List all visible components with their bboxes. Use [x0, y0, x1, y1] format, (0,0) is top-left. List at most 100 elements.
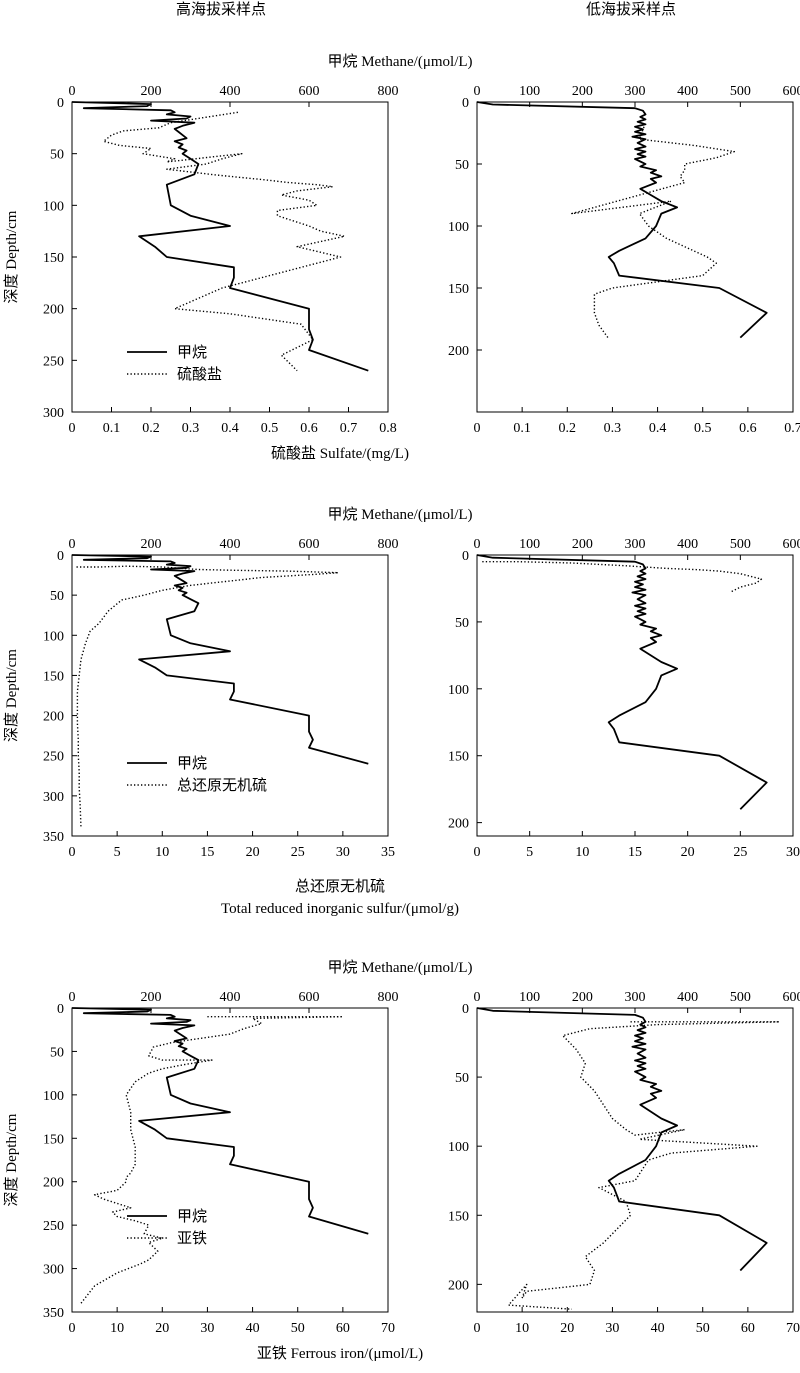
p6-bottom-tick-label: 20	[560, 1321, 574, 1336]
p1-bottom-tick-label: 0.2	[142, 421, 160, 436]
p4-bottom-tick-label: 15	[628, 845, 642, 860]
p2-series-secondary-line	[571, 126, 735, 339]
p2-bottom-tick-label: 0.1	[513, 421, 531, 436]
p1-legend-label-2: 硫酸盐	[177, 365, 222, 383]
p5-bottom-tick-label: 30	[200, 1321, 214, 1336]
p1-bottom-tick-label: 0.4	[221, 421, 239, 436]
p5-top-tick-label: 200	[141, 990, 162, 1005]
p5-top-tick-label: 600	[299, 990, 320, 1005]
p6-top-tick-label: 0	[474, 990, 481, 1005]
p5-y-tick-label: 300	[43, 1263, 64, 1278]
p6-top-tick-label: 100	[519, 990, 540, 1005]
p5-bottom-tick-label: 40	[246, 1321, 260, 1336]
p1-y-tick-label: 50	[50, 148, 64, 163]
p5-y-tick-label: 350	[43, 1306, 64, 1321]
p1-y-axis-title: 深度 Depth/cm	[3, 210, 20, 303]
p1-bottom-axis-title: 硫酸盐 Sulfate/(mg/L)	[271, 445, 409, 462]
p6-top-tick-label: 300	[625, 990, 646, 1005]
p3-bottom-axis-title: 总还原无机硫	[295, 878, 385, 895]
p6-frame	[476, 1007, 794, 1313]
p3-bottom-tick-label: 35	[381, 845, 395, 860]
p3-bottom-tick-label: 25	[291, 845, 305, 860]
p6-bottom-tick-label: 40	[651, 1321, 665, 1336]
p3-series-secondary-line	[76, 565, 339, 829]
p2-top-tick-label: 200	[572, 84, 593, 99]
p5-y-tick-label: 50	[50, 1045, 64, 1060]
p6-y-tick-label: 200	[448, 1278, 469, 1293]
p5-series-secondary-line	[80, 1016, 344, 1304]
p5-bottom-tick-label: 10	[110, 1321, 124, 1336]
header-right: 低海拔采样点	[586, 0, 676, 18]
p3-bottom-axis-title-2: Total reduced inorganic sulfur/(μmol/g)	[221, 901, 459, 917]
p4-top-tick-label: 400	[677, 537, 698, 552]
p3-legend-label-1: 甲烷	[177, 754, 207, 772]
p2-bottom-tick-label: 0.3	[604, 421, 622, 436]
p2-y-tick-label: 150	[448, 282, 469, 297]
p1-bottom-tick-label: 0.7	[340, 421, 358, 436]
p2-y-tick-label: 100	[448, 220, 469, 235]
p6-panel: 0 100 200 300 400 500 600 0 10 20 30 40 50 60 70 0 50 100…	[448, 990, 800, 1336]
p3-y-tick-label: 300	[43, 790, 64, 805]
p3-top-axis-title: 甲烷 Methane/(μmol/L)	[327, 506, 472, 523]
p3-y-tick-label: 100	[43, 629, 64, 644]
p2-bottom-tick-label: 0.2	[559, 421, 577, 436]
p2-top-tick-label: 300	[625, 84, 646, 99]
p5-bottom-tick-label: 50	[291, 1321, 305, 1336]
p5-y-tick-label: 0	[57, 1002, 64, 1017]
p2-top-tick-label: 500	[730, 84, 751, 99]
p6-y-tick-label: 0	[462, 1002, 469, 1017]
p1-top-tick-label: 600	[299, 84, 320, 99]
p6-top-tick-label: 600	[783, 990, 800, 1005]
p5-top-axis-title: 甲烷 Methane/(μmol/L)	[327, 959, 472, 976]
p2-bottom-tick-label: 0.4	[649, 421, 667, 436]
p4-bottom-tick-label: 5	[526, 845, 533, 860]
p2-y-tick-label: 200	[448, 344, 469, 359]
p1-legend-label-1: 甲烷	[177, 343, 207, 361]
p1-y-tick-label: 200	[43, 303, 64, 318]
p6-bottom-tick-label: 0	[474, 1321, 481, 1336]
p3-y-axis-title: 深度 Depth/cm	[3, 649, 20, 742]
p2-bottom-tick-label: 0	[474, 421, 481, 436]
p3-bottom-tick-label: 20	[246, 845, 260, 860]
p5-panel: 0 200 400 600 800 0 10 20 30 40 50 60 70 0 50 100 150 200…	[3, 959, 473, 1362]
p6-y-tick-label: 50	[455, 1071, 469, 1086]
p3-bottom-tick-label: 30	[336, 845, 350, 860]
p5-frame	[71, 1007, 389, 1313]
p6-y-tick-label: 150	[448, 1209, 469, 1224]
p4-y-tick-label: 50	[455, 616, 469, 631]
p5-series-methane-line	[71, 1007, 369, 1235]
p2-bottom-tick-label: 0.7	[784, 421, 800, 436]
p5-y-tick-label: 100	[43, 1089, 64, 1104]
p1-series-secondary-line	[102, 111, 346, 372]
p1-bottom-tick-label: 0.5	[261, 421, 279, 436]
p1-top-axis-title: 甲烷 Methane/(μmol/L)	[327, 53, 472, 70]
p5-y-tick-label: 200	[43, 1176, 64, 1191]
p6-top-tick-label: 200	[572, 990, 593, 1005]
p4-frame	[476, 554, 794, 837]
p3-y-tick-label: 50	[50, 589, 64, 604]
p3-top-tick-label: 600	[299, 537, 320, 552]
p4-top-tick-label: 600	[783, 537, 800, 552]
p4-bottom-tick-label: 10	[575, 845, 589, 860]
p1-top-tick-label: 800	[378, 84, 399, 99]
p4-y-tick-label: 0	[462, 549, 469, 564]
p5-top-tick-label: 400	[220, 990, 241, 1005]
p1-bottom-tick-label: 0.6	[300, 421, 318, 436]
p4-bottom-tick-label: 20	[681, 845, 695, 860]
p1-panel: 0 200 400 600 800 0 0.1 0.2 0.3 0.4 0.5 0.6 0.7 0.8 0 5…	[3, 53, 473, 462]
p1-y-tick-label: 300	[43, 406, 64, 421]
p6-bottom-tick-label: 60	[741, 1321, 755, 1336]
p4-series-secondary-line	[482, 561, 763, 594]
p1-bottom-tick-label: 0.1	[103, 421, 121, 436]
p5-top-tick-label: 800	[378, 990, 399, 1005]
p5-legend-label-2: 亚铁	[177, 1229, 207, 1247]
p3-legend-label-2: 总还原无机硫	[177, 776, 267, 794]
p1-series-methane-line	[71, 101, 369, 372]
p6-bottom-tick-label: 10	[515, 1321, 529, 1336]
p2-bottom-tick-label: 0.6	[739, 421, 757, 436]
p1-top-tick-label: 0	[69, 84, 76, 99]
